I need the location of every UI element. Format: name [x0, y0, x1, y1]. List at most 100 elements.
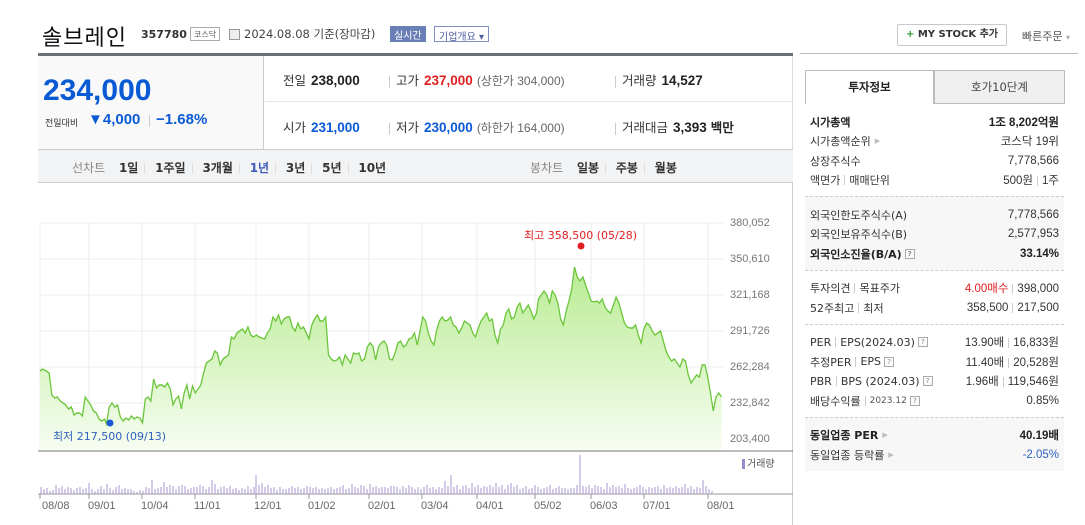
market-badge: 코스닥 [190, 27, 221, 41]
x-tick-label: 02/01 [368, 500, 396, 512]
add-my-stock-label: MY STOCK 추가 [917, 29, 999, 40]
summary-row-2: 시가 231,000 저가 230,000 (하한가 164,000) 거래대금 3,… [265, 103, 793, 149]
side-body: 시가총액 1조 8,202억원 시가총액순위 ▶ 코스닥 19위 상장주식수 7,… [805, 104, 1064, 471]
chevron-down-icon: ▾ [1065, 33, 1070, 42]
x-tick-label: 11/01 [194, 500, 221, 512]
x-tick-label: 10/04 [141, 500, 169, 512]
change-label: 전일대비 [45, 119, 79, 129]
y-tick-label: 232,842 [730, 397, 770, 409]
candle-monthly[interactable]: 월봉 [654, 161, 677, 175]
company-overview-dropdown[interactable]: 기업개요 ▾ [434, 26, 489, 43]
prev-close: 전일 238,000 [283, 73, 360, 88]
company-name: 솔브레인 [42, 26, 127, 51]
tab-investment-info[interactable]: 투자정보 [805, 70, 934, 104]
period-3y[interactable]: 3년 [285, 161, 306, 175]
line-chart-periods: 선차트 1일 1주일 3개월 1년 3년 5년 10년 [72, 159, 386, 176]
candle-chart-label: 봉차트 [530, 161, 564, 175]
plus-icon: + [905, 29, 915, 40]
market-cap-rank-row[interactable]: 시가총액순위 ▶ 코스닥 19위 [810, 135, 1059, 149]
market-cap-row: 시가총액 1조 8,202억원 [810, 115, 1059, 129]
candle-weekly[interactable]: 주봉 [615, 161, 638, 175]
x-tick-label: 07/01 [643, 500, 671, 512]
help-icon[interactable]: ? [917, 337, 928, 348]
pbr-row: PBR BPS (2024.03)? 1.96배 119,546원 [810, 374, 1059, 389]
x-tick-label: 12/01 [254, 500, 282, 512]
open-price: 시가 231,000 [283, 120, 360, 135]
period-3m[interactable]: 3개월 [202, 161, 233, 175]
side-tabs: 투자정보 호가10단계 [805, 70, 1065, 104]
candle-chart-periods: 봉차트 일봉 주봉 월봉 [530, 159, 677, 176]
est-per-row: 추정PER EPS? 11.40배 20,528원 [810, 355, 1059, 369]
arrow-right-icon: ▶ [874, 137, 881, 146]
tab-order-book[interactable]: 호가10단계 [934, 70, 1065, 104]
x-tick-label: 06/03 [590, 500, 618, 512]
valuation-section: PER EPS(2024.03)? 13.90배 16,833원 추정PER EPS?… [805, 323, 1064, 417]
investment-info-panel: 투자정보 호가10단계 시가총액 1조 8,202억원 시가총액순위 ▶ 코스닥 … [800, 54, 1078, 525]
y-tick-label: 350,610 [730, 253, 770, 265]
stock-code: 357780 [141, 28, 187, 41]
help-icon[interactable]: ? [884, 356, 895, 367]
arrow-right-icon: ▶ [882, 431, 888, 440]
listed-shares-row: 상장주식수 7,778,566 [810, 154, 1059, 168]
period-1d[interactable]: 1일 [118, 161, 139, 175]
period-10y[interactable]: 10년 [358, 161, 387, 175]
volume-legend-swatch [742, 459, 745, 469]
sector-section: 동일업종 PER ▶ 40.19배 동일업종 등락률 ▶ -2.05% [805, 416, 1064, 471]
side-divider [800, 53, 1078, 54]
candle-daily[interactable]: 일봉 [576, 161, 600, 175]
line-chart-label: 선차트 [72, 161, 106, 175]
low-annotation: 최저 217,500 (09/13) [53, 430, 167, 443]
market-cap-section: 시가총액 1조 8,202억원 시가총액순위 ▶ 코스닥 19위 상장주식수 7,… [805, 104, 1064, 196]
high-annotation: 최고 358,500 (05/28) [524, 229, 638, 242]
dividend-row: 배당수익률 2023.12? 0.85% [810, 394, 1059, 408]
stock-title-row: 솔브레인 357780 코스닥 2024.08.08 기준(장마감) 실시간 기… [38, 14, 1078, 54]
low-price: 저가 230,000 (하한가 164,000) [389, 117, 565, 136]
add-my-stock-button[interactable]: + MY STOCK 추가 [897, 24, 1007, 46]
x-tick-label: 03/04 [421, 500, 449, 512]
arrow-right-icon: ▶ [888, 450, 894, 459]
divider [149, 115, 150, 127]
foreign-limit-row: 외국인한도주식수(A) 7,778,566 [810, 208, 1059, 222]
foreign-ratio-row: 외국인소진율(B/A)? 33.14% [810, 247, 1059, 261]
foreign-hold-row: 외국인보유주식수(B) 2,577,953 [810, 228, 1059, 242]
par-value-row: 액면가 매매단위 500원 1주 [810, 174, 1059, 188]
x-tick-label: 04/01 [476, 500, 504, 512]
help-icon[interactable]: ? [904, 248, 915, 259]
quick-order-dropdown[interactable]: 빠른주문 ▾ [1022, 28, 1070, 44]
x-tick-label: 09/01 [88, 500, 116, 512]
summary-row-1: 전일 238,000 고가 237,000 (상한가 304,000) 거래량 14,… [265, 56, 793, 102]
y-tick-label: 291,726 [730, 325, 770, 337]
period-1y[interactable]: 1년 [249, 161, 270, 175]
y-tick-label: 262,284 [730, 361, 770, 373]
period-5y[interactable]: 5년 [322, 161, 342, 175]
change-percent: −1.68% [156, 111, 208, 128]
help-icon[interactable]: ? [909, 395, 920, 406]
sector-change-row[interactable]: 동일업종 등락률 ▶ -2.05% [810, 448, 1059, 462]
y-tick-label: 321,168 [730, 289, 770, 301]
volume: 거래량 14,527 [615, 70, 703, 89]
x-tick-label: 05/02 [534, 500, 562, 512]
opinion-section: 투자의견 목표주가 4.00매수 398,000 52주최고 최저 358,500 21… [805, 269, 1064, 324]
price-chart[interactable]: 380,052 350,610 321,168 291,726 262,284 … [38, 183, 793, 525]
week52-row: 52주최고 최저 358,500 217,500 [810, 301, 1059, 315]
sector-per-row[interactable]: 동일업종 PER ▶ 40.19배 [810, 429, 1059, 443]
opinion-row: 투자의견 목표주가 4.00매수 398,000 [810, 282, 1059, 296]
title-divider [38, 53, 793, 56]
per-row: PER EPS(2024.03)? 13.90배 16,833원 [810, 335, 1059, 350]
trading-amount: 거래대금 3,393 백만 [615, 117, 734, 136]
realtime-button[interactable]: 실시간 [390, 26, 426, 42]
calendar-icon [229, 29, 240, 40]
current-price-box: 234,000 전일대비 ▼4,000 −1.68% [38, 56, 264, 149]
x-tick-label: 08/01 [707, 500, 735, 512]
price-summary: 234,000 전일대비 ▼4,000 −1.68% 전일 238,000 고가 2… [38, 56, 793, 149]
x-tick-label: 08/08 [42, 500, 70, 512]
high-price: 고가 237,000 (상한가 304,000) [389, 70, 565, 89]
base-date: 2024.08.08 기준(장마감) [244, 27, 376, 41]
quick-order-label: 빠른주문 [1022, 30, 1063, 43]
period-1w[interactable]: 1주일 [155, 161, 186, 175]
foreign-section: 외국인한도주식수(A) 7,778,566 외국인보유주식수(B) 2,577,… [805, 196, 1064, 270]
x-tick-label: 01/02 [308, 500, 336, 512]
change-value: ▼4,000 [88, 111, 141, 128]
volume-legend: 거래량 [742, 455, 775, 470]
help-icon[interactable]: ? [922, 376, 933, 387]
